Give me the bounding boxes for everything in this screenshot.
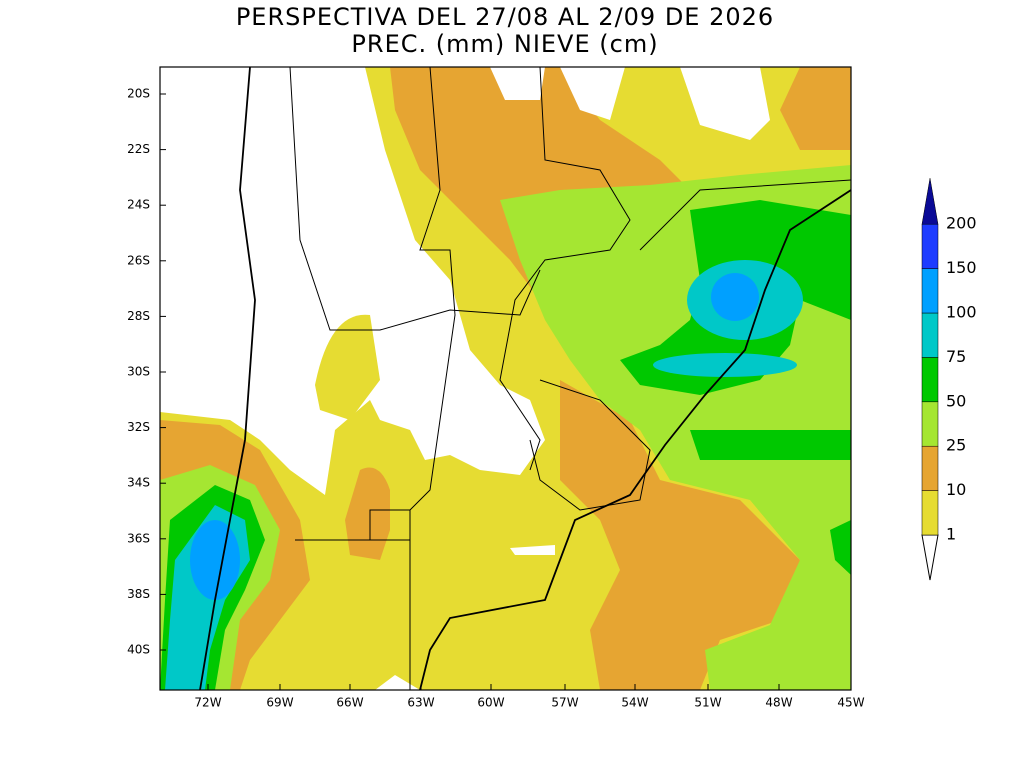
legend-label: 200 [946, 214, 977, 233]
lon-label: 54W [621, 696, 648, 710]
lon-label: 69W [266, 696, 293, 710]
lat-label: 38S [127, 587, 150, 601]
legend-swatch [921, 268, 939, 314]
lon-label: 57W [551, 696, 578, 710]
legend-label: 50 [946, 391, 966, 410]
lat-label: 24S [127, 198, 150, 212]
lat-label: 22S [127, 142, 150, 156]
legend-swatch [921, 312, 939, 358]
legend-swatch [921, 357, 939, 403]
legend-swatch [921, 223, 939, 269]
lon-label: 45W [837, 696, 864, 710]
legend-swatch [921, 445, 939, 491]
legend-label: 25 [946, 436, 966, 455]
lat-label: 20S [127, 87, 150, 101]
lat-label: 32S [127, 420, 150, 434]
legend-label: 100 [946, 303, 977, 322]
title: PERSPECTIVA DEL 27/08 AL 2/09 DE 2026 [236, 3, 774, 31]
legend: 1 10 25 50 75 100 150 200 [921, 178, 977, 544]
legend-swatch [921, 401, 939, 447]
lat-label: 36S [127, 531, 150, 545]
lon-label: 48W [765, 696, 792, 710]
lat-label: 40S [127, 643, 150, 657]
legend-swatch [921, 490, 939, 536]
lat-label: 34S [127, 476, 150, 490]
map-frame [159, 66, 852, 691]
lon-label: 72W [194, 696, 221, 710]
lon-label: 51W [694, 696, 721, 710]
legend-swatch [921, 178, 939, 225]
lat-label: 28S [127, 309, 150, 323]
legend-label: 10 [946, 480, 966, 499]
subtitle: PREC. (mm) NIEVE (cm) [351, 30, 658, 58]
axes: 20S 22S 24S 26S 28S 30S 32S 34S 36S 38S 40S 72W 69W 6… [127, 87, 865, 710]
legend-label: 75 [946, 347, 966, 366]
legend-label: 1 [946, 525, 956, 544]
lat-label: 30S [127, 365, 150, 379]
lon-label: 63W [407, 696, 434, 710]
legend-label: 150 [946, 258, 977, 277]
precipitation-field [160, 67, 851, 690]
lat-label: 26S [127, 253, 150, 267]
below-range-triangle [921, 534, 939, 581]
lon-label: 60W [477, 696, 504, 710]
lon-label: 66W [336, 696, 363, 710]
